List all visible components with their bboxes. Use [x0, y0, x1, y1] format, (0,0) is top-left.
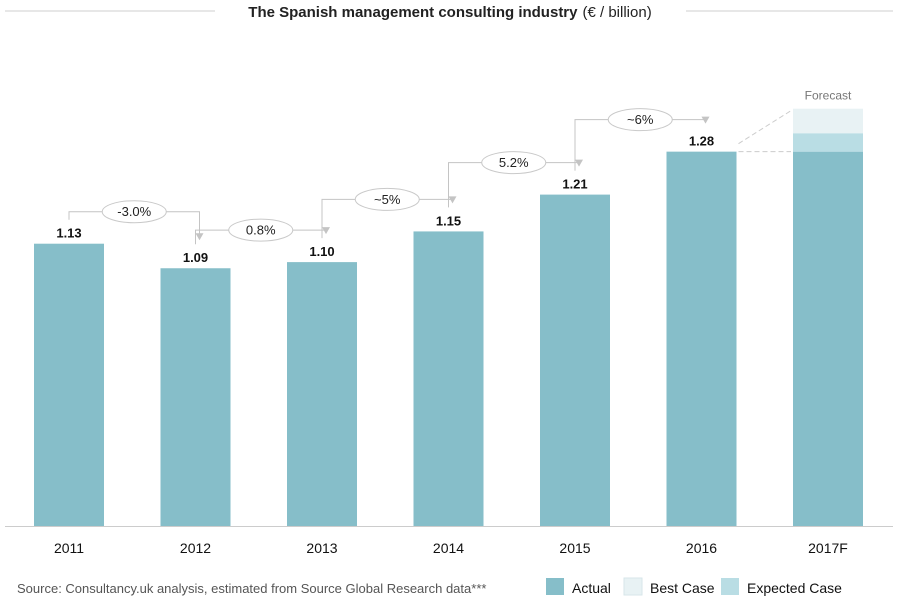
growth-label-2015-2016: ~6% [627, 112, 654, 127]
legend-swatch-best-case [623, 577, 643, 596]
forecast-guide-upper [738, 110, 792, 145]
growth-arrowhead-2015-2016 [701, 116, 710, 124]
value-label-2012: 1.09 [183, 250, 208, 265]
chart-title-unit: (€ / billion) [583, 4, 652, 21]
bar-2017F [793, 151, 863, 526]
growth-bubble-2013-2014 [354, 187, 420, 211]
legend-swatch-expected-case [721, 578, 739, 595]
legend: Actual Best Case Expected Case [546, 577, 842, 596]
growth-arrowhead-2014-2015 [575, 159, 583, 167]
bar-2013 [287, 262, 357, 526]
x-tick-2017F: 2017F [808, 540, 848, 556]
x-tick-2014: 2014 [433, 540, 464, 556]
growth-arrowhead-2012-2013 [322, 227, 330, 235]
x-tick-2016: 2016 [686, 540, 717, 556]
growth-label-2014-2015: 5.2% [499, 155, 529, 170]
legend-label-best-case: Best Case [650, 580, 715, 596]
bars-group: 1.13 1.09 1.10 1.15 1.21 1.28 Forecast [34, 89, 863, 527]
bar-2011 [34, 243, 104, 527]
x-axis: 2011 2012 2013 2014 2015 2016 2017F [5, 526, 893, 556]
x-tick-2015: 2015 [559, 540, 590, 556]
growth-bubble-2011-2012 [101, 200, 167, 224]
value-label-2011: 1.13 [56, 226, 81, 241]
bar-2016 [666, 151, 737, 526]
value-label-2016: 1.28 [689, 134, 714, 149]
value-label-2015: 1.21 [562, 177, 587, 192]
x-tick-2011: 2011 [54, 540, 84, 556]
growth-arrowhead-2013-2014 [448, 196, 457, 204]
growth-bubble-2015-2016 [607, 108, 673, 132]
legend-label-actual: Actual [572, 580, 611, 596]
growth-label-2011-2012: -3.0% [117, 204, 151, 219]
bar-2012 [160, 268, 231, 526]
growth-bubble-2012-2013 [228, 218, 294, 242]
bar-2014 [413, 231, 484, 526]
value-label-2013: 1.10 [309, 244, 334, 259]
growth-annotations: -3.0% 0.8% ~5% 5.2% ~6% [68, 108, 710, 245]
growth-bubble-2014-2015 [481, 151, 547, 175]
legend-swatch-actual [546, 578, 564, 595]
x-tick-2013: 2013 [306, 540, 337, 556]
source-note: Source: Consultancy.uk analysis, estimat… [17, 581, 486, 596]
forecast-label: Forecast [805, 89, 852, 103]
bar-forecast-best-case [793, 108, 863, 134]
legend-label-expected-case: Expected Case [747, 580, 842, 596]
chart-title: The Spanish management consulting indust… [248, 4, 651, 21]
bar-2015 [540, 194, 610, 527]
bar-forecast-expected-case [793, 133, 863, 152]
value-label-2014: 1.15 [436, 213, 461, 228]
chart-title-main: The Spanish management consulting indust… [248, 4, 578, 21]
x-tick-2012: 2012 [180, 540, 211, 556]
growth-arrowhead-2011-2012 [195, 233, 204, 241]
growth-label-2012-2013: 0.8% [246, 223, 276, 238]
growth-label-2013-2014: ~5% [374, 192, 401, 207]
